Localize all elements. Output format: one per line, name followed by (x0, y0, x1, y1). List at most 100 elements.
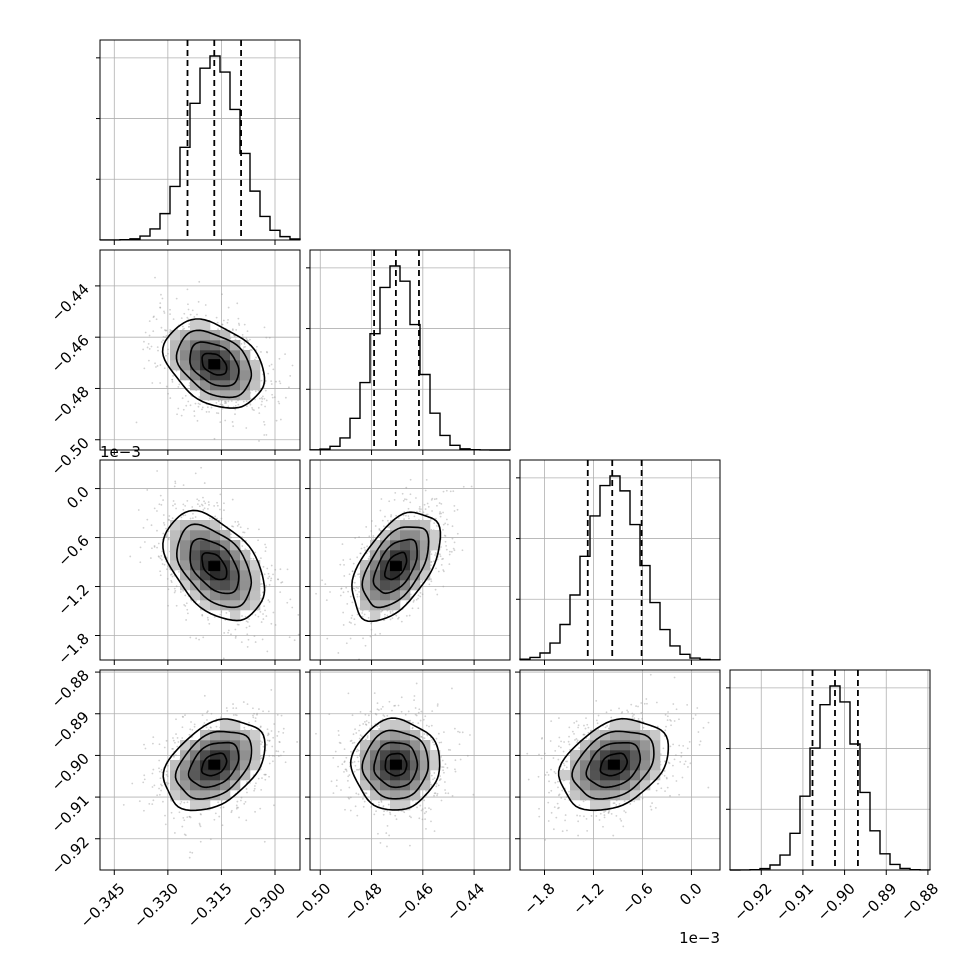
sample-point (435, 782, 438, 785)
sample-point (420, 735, 423, 738)
density-cell (210, 600, 221, 611)
sample-point (368, 555, 371, 558)
density-cell (410, 760, 421, 771)
sample-point (432, 741, 434, 744)
sample-point (220, 611, 223, 613)
sample-point (259, 610, 262, 613)
density-cell (190, 380, 201, 391)
y-tick-label: −1.8 (54, 630, 92, 668)
sample-point (440, 502, 443, 505)
sample-point (264, 550, 267, 553)
sample-point (335, 785, 338, 787)
sample-point (388, 526, 391, 529)
density-cell (200, 390, 211, 401)
density-cell (380, 530, 391, 541)
sample-point (271, 760, 274, 763)
sample-point (189, 816, 192, 819)
sample-point (186, 801, 189, 804)
sample-point (437, 570, 440, 573)
sample-point (196, 498, 199, 501)
density-cell (410, 550, 421, 561)
sample-point (276, 735, 279, 737)
sample-point (409, 844, 411, 847)
sample-point (248, 625, 251, 628)
sample-point (425, 478, 428, 481)
density-cell (380, 780, 391, 791)
density-cell (190, 350, 201, 361)
sample-point (231, 328, 234, 331)
sample-point (374, 633, 377, 636)
sample-point (167, 538, 170, 541)
sample-point (403, 518, 405, 521)
sample-point (453, 541, 456, 544)
sample-point (182, 484, 185, 486)
density-cell (360, 570, 371, 581)
sample-point (267, 710, 270, 713)
sample-point (265, 546, 267, 549)
sample-point (184, 594, 187, 597)
sample-point (189, 517, 192, 520)
y-tick-label: −1.2 (54, 581, 92, 619)
sample-point (153, 507, 156, 510)
sample-point (345, 586, 348, 589)
sample-point (268, 336, 271, 339)
sample-point (193, 723, 196, 726)
sample-point (264, 609, 266, 612)
density-cell (170, 520, 181, 531)
sample-point (374, 525, 377, 527)
sample-point (156, 546, 158, 549)
density-cell (220, 720, 231, 731)
sample-point (261, 754, 264, 757)
sample-point (403, 511, 406, 513)
sample-point (143, 774, 146, 777)
density-cell (420, 540, 431, 551)
sample-point (218, 815, 221, 818)
density-cell (190, 550, 201, 561)
density-cell (250, 590, 261, 601)
density-cell (200, 600, 211, 611)
sample-point (424, 818, 427, 821)
density-cell (390, 600, 401, 611)
sample-point (154, 362, 156, 365)
sample-point (390, 514, 393, 516)
sample-point (426, 502, 429, 505)
sample-point (341, 763, 344, 766)
sample-point (234, 713, 237, 716)
sample-point (159, 574, 162, 577)
sample-point (227, 319, 229, 321)
sample-point (151, 382, 154, 384)
sample-point (165, 385, 168, 388)
sample-point (430, 564, 432, 567)
sample-point (268, 754, 271, 757)
sample-point (259, 754, 262, 757)
sample-point (203, 694, 206, 697)
sample-point (436, 792, 439, 795)
sample-point (150, 345, 153, 348)
sample-point (342, 624, 345, 626)
sample-point (257, 539, 259, 542)
sample-point (270, 622, 273, 625)
sample-point (263, 605, 266, 608)
sample-point (193, 415, 196, 417)
sample-point (355, 768, 358, 771)
sample-point (201, 408, 203, 411)
sample-point (291, 364, 294, 367)
sample-point (461, 549, 464, 552)
sample-point (388, 500, 391, 503)
sample-point (440, 512, 443, 515)
sample-point (170, 811, 173, 814)
sample-point (442, 570, 445, 573)
sample-point (268, 740, 271, 742)
sample-point (439, 553, 441, 556)
density-cell (200, 360, 211, 371)
sample-point (189, 851, 192, 854)
sample-point (380, 498, 383, 500)
density-cell (380, 770, 391, 781)
density-cell (200, 550, 211, 561)
sample-point (433, 743, 436, 746)
sample-point (158, 793, 161, 796)
sample-point (251, 408, 254, 411)
sample-point (186, 608, 189, 611)
sample-point (369, 635, 372, 638)
sample-point (167, 588, 170, 591)
